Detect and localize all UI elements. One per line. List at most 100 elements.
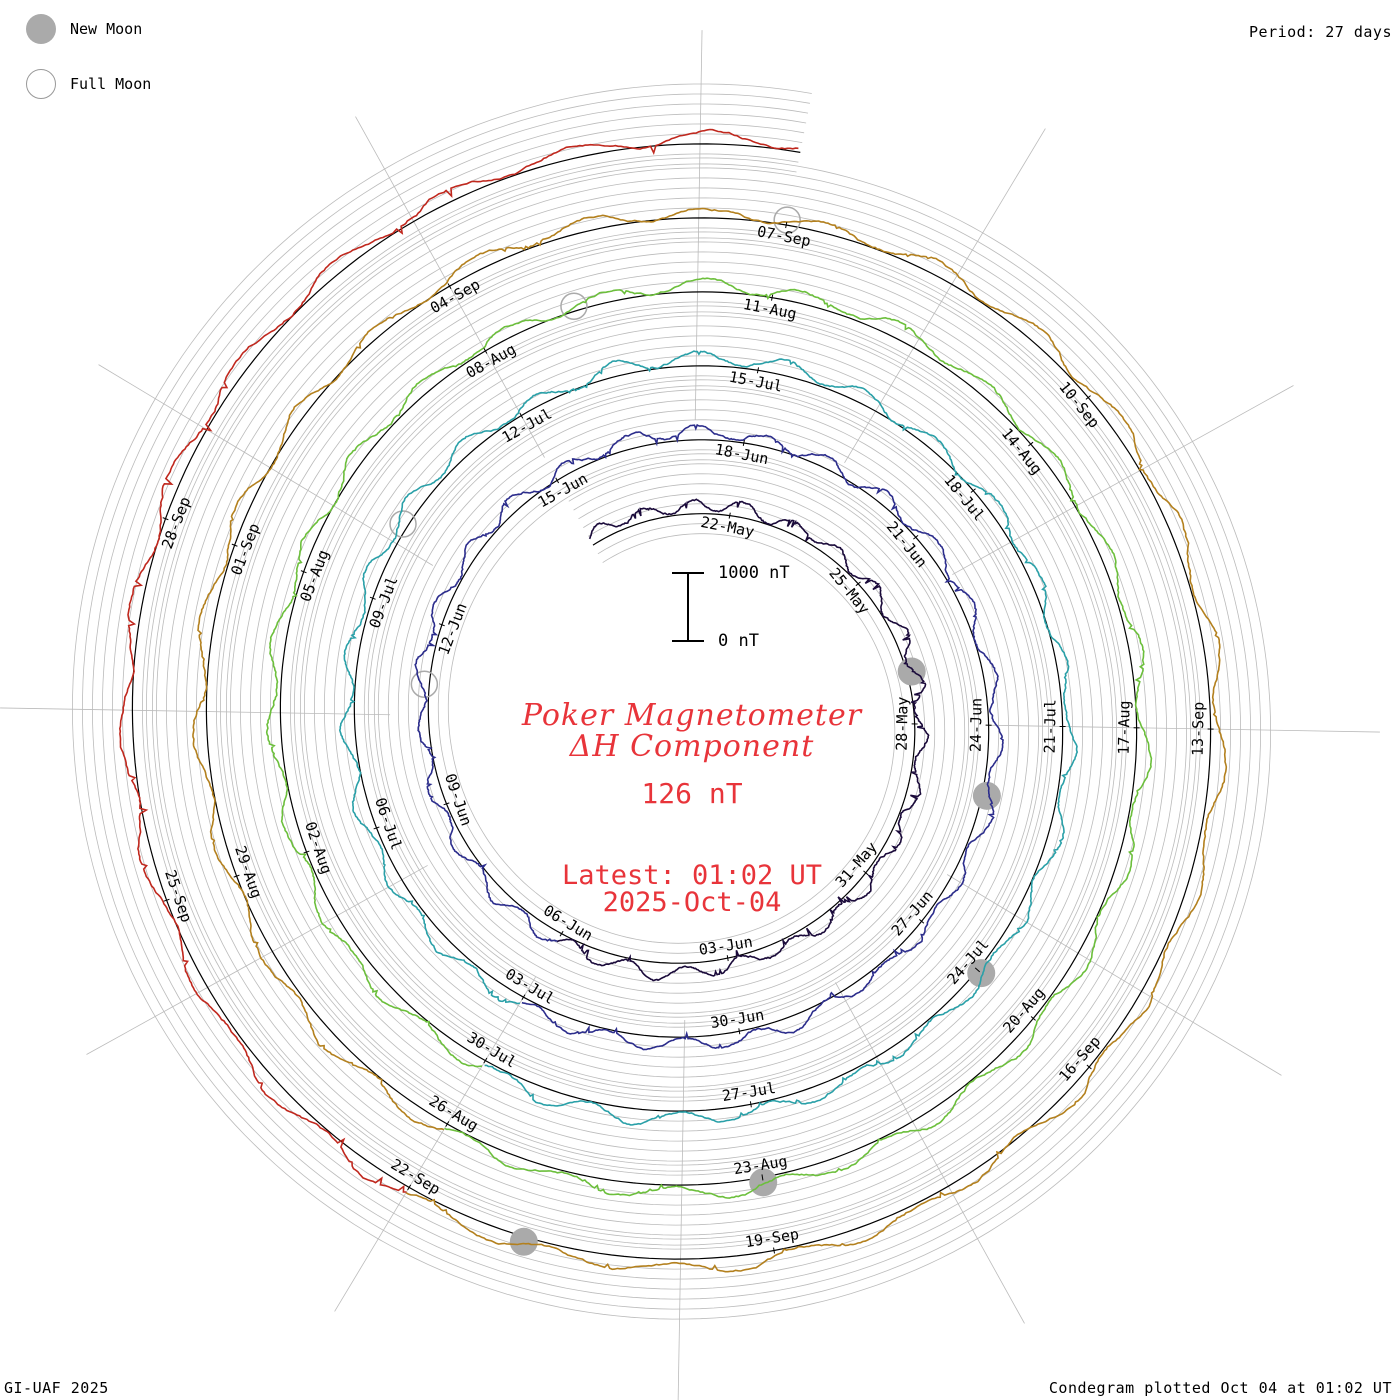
- latest-date: 2025-Oct-04: [602, 887, 782, 918]
- tick-label: 21-Jul: [1041, 699, 1060, 753]
- series-trace-3: [338, 350, 1079, 1126]
- tick-mark: [163, 898, 170, 902]
- tick-mark: [300, 570, 307, 574]
- grid-radial: [844, 128, 1046, 464]
- series-layer: [118, 128, 1228, 1273]
- scale-bar: [672, 572, 704, 642]
- tick-mark: [1028, 441, 1034, 447]
- series-trace-5: [192, 207, 1228, 1273]
- tick-mark: [756, 367, 760, 374]
- tick-mark: [728, 512, 731, 519]
- grid-contour: [71, 83, 1272, 1320]
- grid-contour: [81, 93, 1262, 1310]
- new-moon-label: New Moon: [70, 20, 143, 38]
- grid-radial: [952, 385, 1294, 575]
- tick-mark: [970, 488, 976, 493]
- new-moon-marker: [509, 1227, 538, 1256]
- scale-bottom-label: 0 nT: [718, 631, 759, 651]
- grid-radial: [677, 1019, 686, 1400]
- full-moon-marker: [389, 510, 417, 538]
- series-trace-4: [265, 277, 1153, 1199]
- grid-radial: [694, 30, 703, 421]
- grid-radial: [0, 707, 391, 716]
- tick-mark: [438, 623, 445, 627]
- tick-mark: [742, 439, 745, 447]
- tick-label: 28-May: [893, 696, 912, 750]
- tick-mark: [521, 994, 526, 1000]
- tick-mark: [369, 596, 376, 600]
- tick-label: 24-Jun: [967, 698, 986, 752]
- full-moon-marker: [410, 670, 439, 698]
- tick-mark: [447, 283, 452, 290]
- grid-radial: [989, 724, 1380, 733]
- series-trace-2: [414, 423, 1005, 1051]
- chart-title: Poker Magnetometer: [521, 698, 863, 733]
- tick-label: 17-Aug: [1115, 700, 1134, 754]
- full-moon-marker: [560, 292, 588, 320]
- tick-label: 22-Sep: [388, 1155, 444, 1198]
- current-value: 126 nT: [641, 777, 743, 810]
- grid-contour: [111, 123, 1232, 1280]
- series-trace-6: [118, 128, 799, 1193]
- chart-subtitle: ΔH Component: [569, 729, 815, 764]
- tick-mark: [483, 1057, 488, 1064]
- legend-full-moon: Full Moon: [26, 69, 151, 99]
- legend-new-moon: New Moon: [26, 14, 142, 44]
- tick-mark: [373, 826, 380, 830]
- tick-mark: [445, 1121, 450, 1127]
- new-moon-icon: [26, 14, 56, 44]
- full-moon-marker: [773, 206, 801, 234]
- grid-contour: [151, 163, 1192, 1240]
- full-moon-label: Full Moon: [70, 75, 152, 93]
- tick-mark: [773, 1247, 775, 1254]
- new-moon-marker: [967, 959, 996, 988]
- footer-credit: GI-UAF 2025: [4, 1379, 109, 1397]
- tick-mark: [483, 348, 488, 354]
- tick-mark: [231, 543, 238, 547]
- full-moon-icon: [26, 69, 56, 99]
- grid-contour: [101, 113, 1242, 1290]
- grid-radial: [946, 874, 1282, 1076]
- latest-time: Latest: 01:02 UT: [561, 860, 823, 891]
- grid-radial: [86, 865, 428, 1055]
- tick-mark: [771, 294, 774, 301]
- grid-layer: [0, 30, 1380, 1400]
- period-label: Period: 27 days: [1249, 23, 1392, 41]
- footer-plot-time: Condegram plotted Oct 04 at 01:02 UT: [1048, 1379, 1392, 1397]
- tick-mark: [303, 850, 310, 854]
- tick-mark: [407, 1184, 412, 1191]
- tick-mark: [919, 918, 925, 924]
- tick-mark: [555, 477, 560, 484]
- tick-mark: [559, 930, 564, 937]
- grid-radial: [835, 982, 1025, 1324]
- tick-mark: [749, 1101, 752, 1108]
- tick-label: 13-Sep: [1189, 702, 1208, 756]
- tick-label: 03-Jun: [698, 933, 754, 959]
- series-trace-1: [556, 498, 930, 982]
- moon-layer: [389, 206, 1001, 1256]
- grid-radial: [334, 976, 536, 1312]
- tick-label: 18-Jun: [713, 440, 770, 468]
- new-moon-marker: [972, 781, 1001, 810]
- tick-mark: [1030, 1016, 1036, 1021]
- tick-mark: [443, 802, 450, 806]
- tick-mark: [738, 1028, 741, 1035]
- tick-mark: [1085, 395, 1091, 400]
- tick-mark: [519, 412, 524, 419]
- tick-mark: [233, 874, 240, 878]
- grid-contour: [121, 133, 1222, 1270]
- scale-top-label: 1000 nT: [718, 563, 790, 583]
- tick-mark: [863, 870, 869, 876]
- tick-label: 22-May: [699, 513, 756, 541]
- tick-mark: [1086, 1064, 1092, 1070]
- tick-mark: [726, 955, 729, 962]
- tick-mark: [761, 1174, 764, 1181]
- grid-contour: [91, 103, 1252, 1300]
- tick-mark: [974, 967, 981, 973]
- grid-contour: [141, 153, 1202, 1250]
- tick-mark: [913, 534, 919, 540]
- tick-mark: [855, 581, 861, 587]
- tick-label: 26-Aug: [426, 1092, 482, 1135]
- tick-mark: [785, 222, 788, 229]
